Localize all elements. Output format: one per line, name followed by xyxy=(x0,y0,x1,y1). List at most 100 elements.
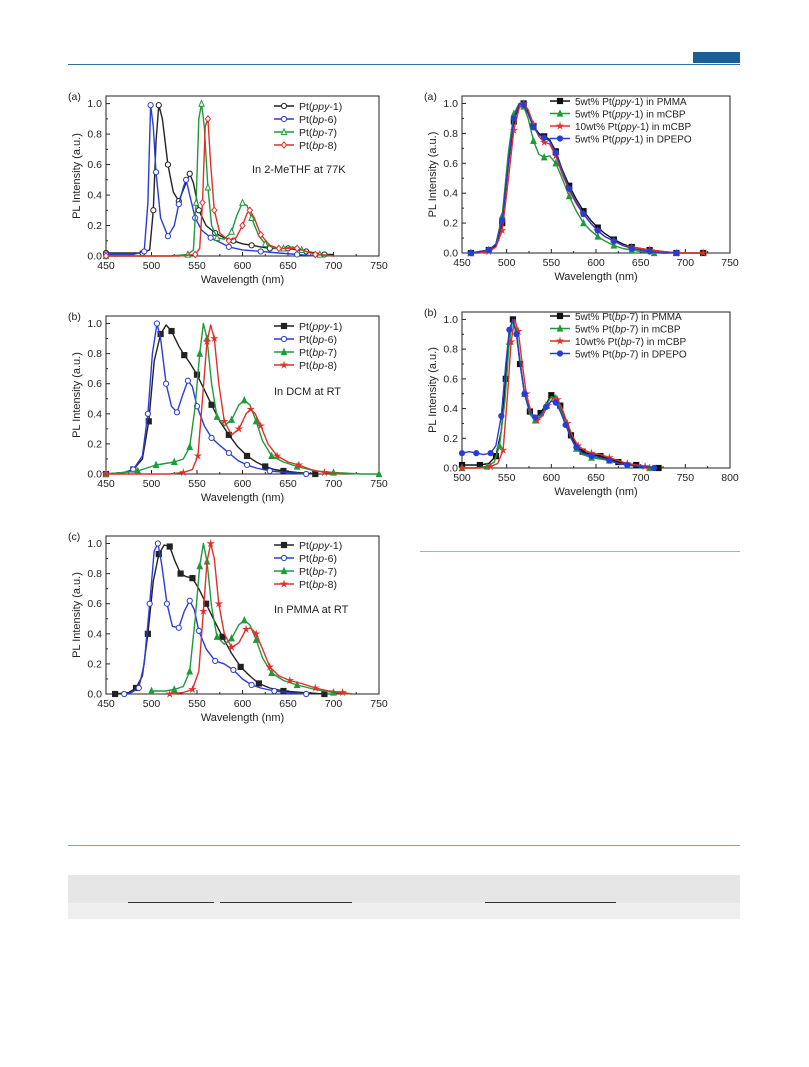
data-point xyxy=(195,627,202,634)
legend-marker xyxy=(556,312,564,320)
data-point xyxy=(101,469,111,478)
data-point xyxy=(162,380,170,387)
legend-marker xyxy=(279,579,289,588)
data-point xyxy=(243,452,251,460)
data-point xyxy=(213,412,221,420)
data-point xyxy=(208,401,215,408)
data-point xyxy=(573,444,580,451)
legend-label: Pt(ppy-1) xyxy=(299,101,342,113)
table-rule-3 xyxy=(485,902,616,903)
data-point xyxy=(186,667,194,675)
data-point xyxy=(206,538,215,548)
data-point xyxy=(237,663,244,671)
data-point xyxy=(540,152,548,161)
x-tick-label: 550 xyxy=(188,478,206,490)
data-point xyxy=(199,606,208,615)
x-axis-label: Wavelength (nm) xyxy=(554,486,637,498)
y-tick-label: 0.2 xyxy=(443,218,458,230)
legend-marker xyxy=(556,350,564,357)
y-axis-label: PL Intensity (a.u.) xyxy=(71,572,83,658)
legend-label: Pt(bp-7) xyxy=(299,127,337,139)
y-tick-label: 0.2 xyxy=(87,438,102,450)
y-tick-label: 1.0 xyxy=(87,318,102,330)
panel-label: (c) xyxy=(68,531,80,543)
data-point xyxy=(303,690,310,698)
series-line-1 xyxy=(105,324,316,475)
data-point xyxy=(271,687,278,695)
data-point xyxy=(467,249,475,257)
data-point xyxy=(228,415,235,423)
data-point xyxy=(145,418,152,425)
data-point xyxy=(506,326,513,333)
legend-label: 5wt% Pt(bp-7) in DPEPO xyxy=(575,349,687,360)
data-point xyxy=(520,101,527,109)
y-tick-label: 0.8 xyxy=(443,344,458,356)
data-point xyxy=(251,629,261,638)
data-point xyxy=(225,243,232,250)
data-point xyxy=(248,681,255,689)
right-column-divider xyxy=(420,551,740,552)
data-point xyxy=(150,207,157,214)
x-axis-label: Wavelength (nm) xyxy=(554,271,637,283)
data-point xyxy=(496,441,503,449)
data-point xyxy=(141,248,148,255)
legend-marker xyxy=(280,541,288,549)
legend-marker xyxy=(280,322,288,330)
chart-panel-b-dcm: 450 500 550 600 650 700 750 0.0 0.2 0.4 0.6 0.8 1.0 W… xyxy=(68,311,388,504)
data-point xyxy=(240,615,248,624)
data-point xyxy=(186,170,193,177)
y-tick-label: 0.0 xyxy=(87,689,102,701)
x-tick-label: 700 xyxy=(325,260,343,272)
data-point xyxy=(241,624,251,633)
legend-label: Pt(bp-6) xyxy=(299,114,337,126)
chart-annotation: In 2-MeTHF at 77K xyxy=(252,164,346,176)
x-tick-label: 550 xyxy=(188,698,206,710)
data-point xyxy=(191,250,199,259)
data-point xyxy=(213,233,221,241)
section-divider xyxy=(68,845,740,846)
data-point xyxy=(606,457,613,464)
y-tick-label: 0.8 xyxy=(87,568,102,580)
x-tick-label: 500 xyxy=(143,478,161,490)
data-point xyxy=(188,684,197,694)
chart-annotation: In DCM at RT xyxy=(274,386,341,398)
y-tick-label: 0.4 xyxy=(443,188,458,200)
data-point xyxy=(239,198,246,206)
data-point xyxy=(234,424,244,433)
legend-marker xyxy=(556,109,564,117)
panel-label: (b) xyxy=(424,307,437,319)
data-point xyxy=(198,99,205,107)
table-rule-1 xyxy=(128,902,214,903)
data-point xyxy=(610,237,617,245)
data-point xyxy=(542,403,550,411)
data-point xyxy=(521,390,528,397)
data-point xyxy=(202,337,212,346)
data-point xyxy=(166,543,173,550)
data-point xyxy=(186,442,194,451)
legend-label: 10wt% Pt(bp-7) in mCBP xyxy=(575,337,686,348)
data-point xyxy=(485,246,492,254)
data-point xyxy=(509,125,518,134)
data-point xyxy=(552,399,559,406)
data-point xyxy=(530,124,537,131)
x-axis-label: Wavelength (nm) xyxy=(201,492,284,504)
y-tick-label: 0.6 xyxy=(87,598,102,610)
x-tick-label: 500 xyxy=(143,698,161,710)
x-tick-label: 650 xyxy=(279,260,297,272)
x-tick-label: 600 xyxy=(543,472,561,484)
x-tick-label: 550 xyxy=(543,257,561,269)
data-point xyxy=(458,450,466,457)
data-point xyxy=(228,634,235,642)
data-point xyxy=(148,686,155,695)
x-tick-label: 650 xyxy=(632,257,650,269)
data-point xyxy=(220,416,229,426)
data-point xyxy=(457,463,467,472)
data-point xyxy=(552,158,560,167)
legend-label: 5wt% Pt(bp-7) in PMMA xyxy=(575,312,682,323)
data-point xyxy=(624,461,631,469)
data-point xyxy=(673,249,680,257)
legend-label: Pt(ppy-1) xyxy=(299,540,342,552)
panel-label: (b) xyxy=(68,311,81,323)
legend-label: Pt(bp-8) xyxy=(299,579,337,591)
y-tick-label: 0.8 xyxy=(87,129,102,141)
